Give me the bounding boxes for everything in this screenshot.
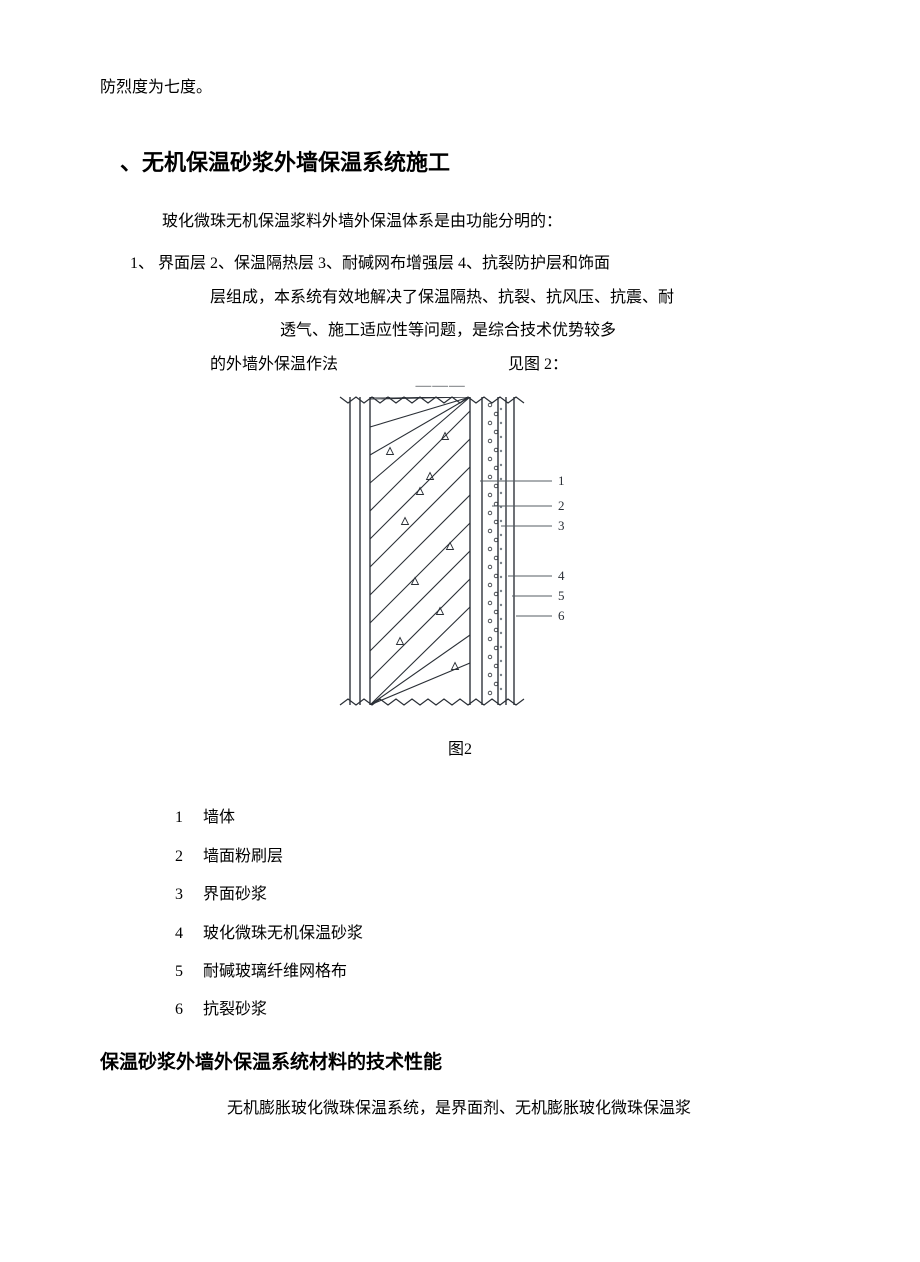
svg-text:4: 4: [558, 568, 565, 583]
legend-number: 6: [175, 991, 203, 1029]
svg-text:3: 3: [558, 518, 565, 533]
wrap-right-fragment: 见图 2：: [508, 348, 568, 382]
figure-caption: 图2: [100, 735, 820, 759]
legend-text: 耐碱玻璃纤维网格布: [203, 963, 347, 980]
svg-text:5: 5: [558, 588, 565, 603]
legend-number: 2: [175, 838, 203, 876]
legend-text: 玻化微珠无机保温砂浆: [203, 925, 363, 942]
legend-text: 界面砂浆: [203, 886, 267, 903]
legend-number: 3: [175, 876, 203, 914]
legend-text: 抗裂砂浆: [203, 1001, 267, 1018]
legend-item: 4玻化微珠无机保温砂浆: [175, 915, 820, 953]
legend-item: 2墙面粉刷层: [175, 838, 820, 876]
legend-item: 6抗裂砂浆: [175, 991, 820, 1029]
legend-item: 3界面砂浆: [175, 876, 820, 914]
wrap-left-fragment: 的外墙外保温作法: [210, 348, 338, 382]
legend-number: 1: [175, 799, 203, 837]
wall-section-diagram: 1 2 3 4 5 6 ⸺⸺⸺: [320, 381, 600, 721]
legend-number: 4: [175, 915, 203, 953]
svg-text:⸺⸺⸺: ⸺⸺⸺: [415, 381, 466, 392]
legend-number: 5: [175, 953, 203, 991]
svg-text:6: 6: [558, 608, 565, 623]
layer-list-line: 1、 界面层 2、保温隔热层 3、耐碱网布增强层 4、抗裂防护层和饰面: [130, 247, 820, 281]
svg-text:1: 1: [558, 473, 565, 488]
intro-paragraph: 玻化微珠无机保温浆料外墙外保温体系是由功能分明的：: [130, 205, 820, 239]
svg-text:2: 2: [558, 498, 565, 513]
page-top-line: 防烈度为七度。: [100, 70, 820, 105]
continuation-line-2: 透气、施工适应性等问题，是综合技术优势较多: [280, 314, 820, 348]
sub-heading: 保温砂浆外墙外保温系统材料的技术性能: [100, 1048, 820, 1078]
legend-item: 1墙体: [175, 799, 820, 837]
legend-item: 5耐碱玻璃纤维网格布: [175, 953, 820, 991]
continuation-line-1: 层组成，本系统有效地解决了保温隔热、抗裂、抗风压、抗震、耐: [210, 281, 820, 315]
legend-text: 墙面粉刷层: [203, 848, 283, 865]
legend-text: 墙体: [203, 809, 235, 826]
wrap-text-row: 的外墙外保温作法 见图 2：: [210, 348, 820, 382]
section-heading: 、无机保温砂浆外墙保温系统施工: [120, 145, 820, 180]
legend-list: 1墙体2墙面粉刷层3界面砂浆4玻化微珠无机保温砂浆5耐碱玻璃纤维网格布6抗裂砂浆: [100, 799, 820, 1029]
last-paragraph: 无机膨胀玻化微珠保温系统，是界面剂、无机膨胀玻化微珠保温浆: [195, 1092, 820, 1126]
